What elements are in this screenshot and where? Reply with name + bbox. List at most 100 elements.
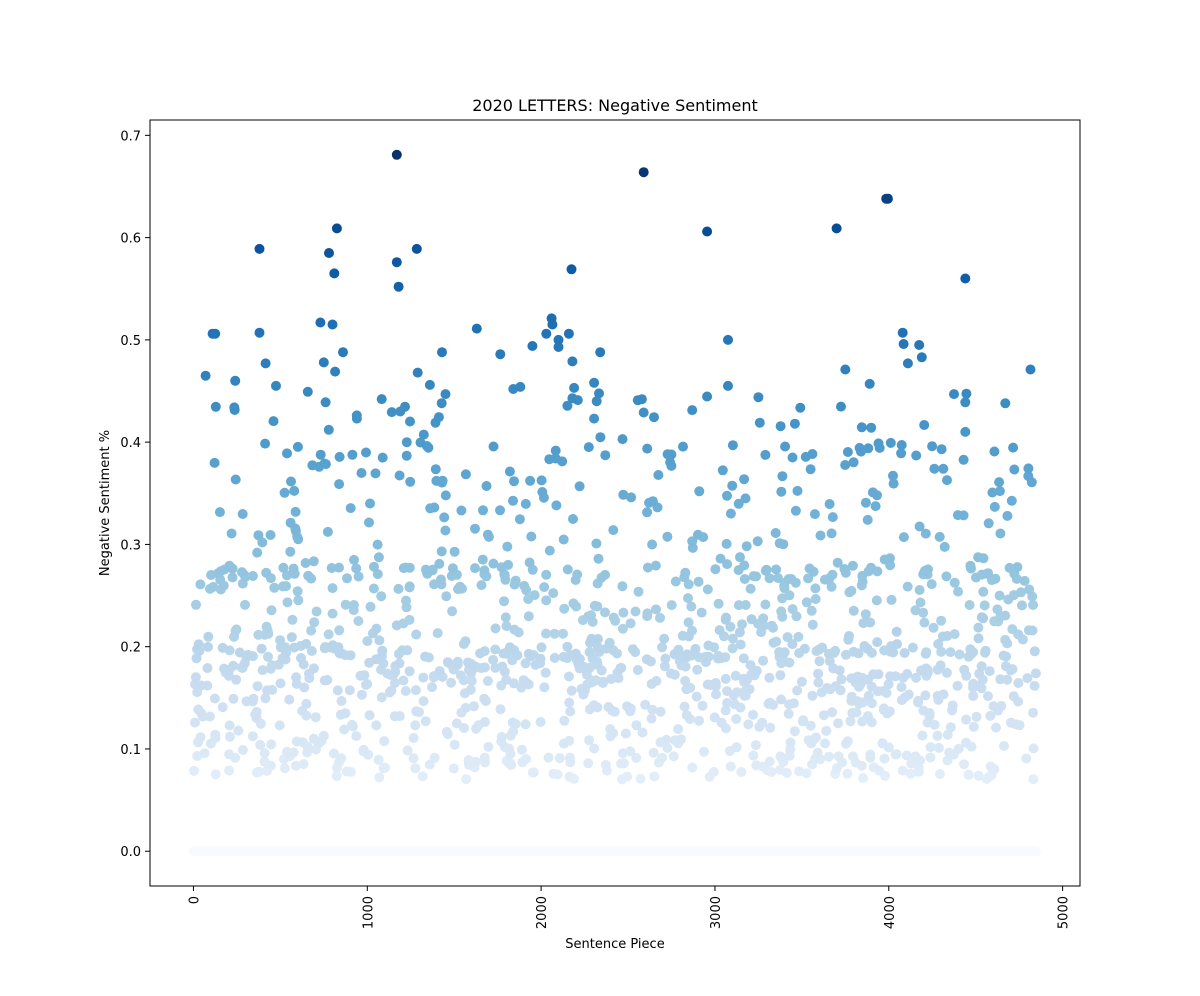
data-point (303, 570, 314, 581)
data-point (765, 722, 776, 733)
data-point (944, 747, 955, 758)
data-point (341, 766, 352, 777)
data-point (968, 721, 979, 732)
data-point (224, 720, 235, 731)
data-point (910, 605, 921, 616)
data-point (851, 707, 862, 718)
x-axis-label: Sentence Piece (565, 937, 664, 952)
data-point (600, 607, 610, 618)
data-point (559, 603, 570, 614)
data-point (470, 523, 480, 534)
data-point (415, 437, 426, 448)
data-point (334, 451, 345, 462)
data-point (584, 735, 595, 746)
data-point (622, 771, 633, 782)
data-point (733, 498, 744, 509)
data-point (479, 646, 490, 657)
data-point (827, 707, 837, 718)
data-point (393, 583, 404, 594)
data-point (427, 682, 437, 693)
data-point (925, 742, 936, 753)
data-point (810, 594, 821, 604)
data-point (275, 635, 286, 646)
data-point (460, 469, 471, 480)
data-point (371, 623, 382, 634)
data-point (463, 657, 473, 668)
data-point (992, 604, 1003, 615)
data-point (807, 449, 818, 459)
data-point (583, 758, 594, 769)
data-point (501, 674, 512, 685)
data-point (482, 676, 493, 686)
data-point (858, 773, 869, 784)
data-point (662, 531, 673, 542)
data-point (338, 347, 348, 358)
data-point (447, 606, 458, 617)
data-point (848, 457, 859, 468)
data-point (1021, 753, 1032, 764)
data-point (342, 573, 352, 584)
data-point (429, 752, 440, 763)
data-point (356, 468, 367, 478)
data-point (1002, 510, 1013, 521)
data-point (620, 728, 631, 739)
data-point (440, 525, 451, 536)
data-point (983, 568, 994, 579)
data-point (810, 583, 821, 594)
data-point (434, 666, 445, 677)
data-point (287, 614, 298, 625)
data-point (846, 691, 857, 702)
data-point (938, 463, 949, 474)
data-point (827, 512, 838, 523)
data-point (821, 725, 832, 736)
data-point (732, 687, 742, 698)
data-point (686, 601, 697, 612)
data-point (199, 748, 210, 759)
data-point (564, 752, 575, 763)
x-tick-label: 1000 (361, 896, 376, 929)
data-point (408, 733, 419, 743)
data-point (668, 751, 679, 762)
data-point (831, 223, 842, 234)
data-point (919, 420, 930, 430)
data-point (631, 720, 642, 731)
data-point (586, 610, 597, 621)
data-point (888, 478, 899, 489)
data-point (404, 666, 415, 677)
data-point (536, 642, 547, 653)
data-point (1023, 625, 1034, 636)
data-point (559, 715, 570, 726)
data-point (434, 558, 445, 569)
data-point (292, 441, 303, 452)
data-point (400, 686, 411, 696)
data-point (420, 651, 431, 662)
data-point (617, 581, 628, 592)
data-point (569, 382, 580, 393)
data-point (770, 528, 781, 538)
data-point (751, 760, 762, 771)
data-point (327, 640, 338, 651)
data-point (807, 690, 818, 701)
data-point (508, 495, 518, 506)
data-point (266, 739, 277, 750)
data-point (631, 752, 642, 763)
data-point (315, 449, 326, 460)
data-point (720, 705, 731, 716)
data-point (563, 328, 574, 339)
data-point (362, 636, 373, 647)
data-point (896, 448, 907, 459)
data-point (247, 731, 258, 742)
data-point (745, 660, 756, 671)
data-point (960, 273, 971, 284)
data-point (780, 441, 791, 452)
data-point (320, 397, 331, 408)
data-point (229, 402, 240, 413)
data-point (290, 760, 301, 771)
data-point (971, 711, 982, 722)
data-point (891, 626, 902, 637)
data-point (516, 744, 527, 755)
data-point (466, 675, 477, 686)
data-point (730, 670, 741, 681)
data-point (589, 743, 600, 754)
data-point (210, 769, 221, 780)
